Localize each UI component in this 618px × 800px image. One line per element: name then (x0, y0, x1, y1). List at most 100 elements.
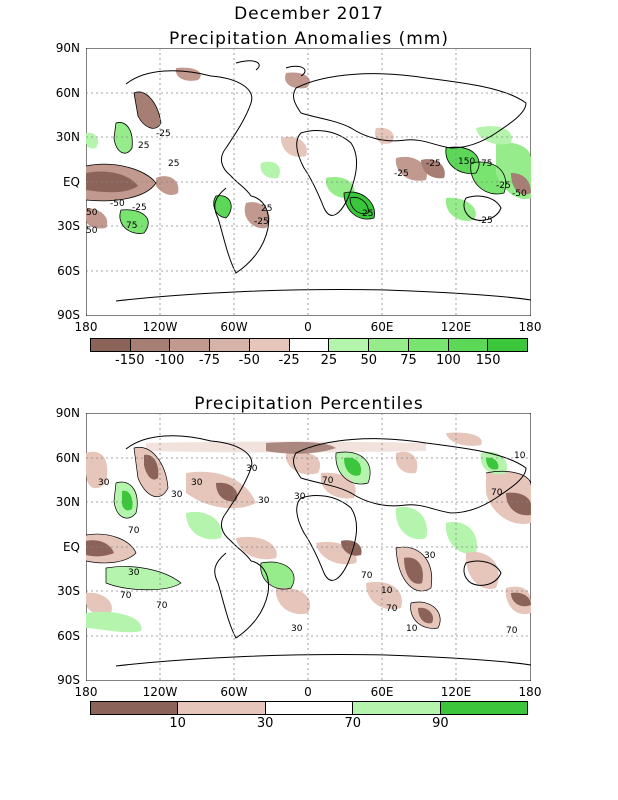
lat-label: 30S (57, 584, 80, 598)
contour-label: 10 (381, 586, 393, 596)
figure-title: December 2017 (234, 4, 384, 24)
colorbar-label: 25 (320, 353, 338, 368)
colorbar-swatch (353, 702, 441, 714)
contour-label: 30 (128, 568, 140, 578)
contour-label: 25 (261, 204, 272, 214)
lon-label: 60E (370, 320, 394, 334)
map2-title: Precipitation Percentiles (194, 394, 424, 414)
map1-title: Precipitation Anomalies (mm) (169, 29, 449, 49)
contour-label: 70 (120, 591, 132, 601)
contour-label: 70 (491, 488, 503, 498)
lon-label: 60E (370, 685, 394, 699)
lon-label: 120E (440, 320, 472, 334)
lat-label: 60S (57, 264, 80, 278)
graticule (86, 48, 531, 316)
contour-label: 30 (424, 551, 436, 561)
contour-label: -25 (426, 159, 441, 169)
coastlines (115, 435, 531, 667)
colorbar-swatch (91, 702, 179, 714)
percentile-colorbar (90, 701, 528, 715)
contour-label: 150 (458, 157, 475, 167)
contour-label: 30 (294, 492, 306, 502)
contour-label: -50 (512, 189, 527, 199)
lon-label: 60W (220, 685, 248, 699)
colorbar-swatch (91, 339, 131, 351)
lon-label: 180 (74, 685, 98, 699)
colorbar-label: 30 (256, 716, 274, 731)
anomaly-map: -25 25 25 -50 -25 50 75 -25 25 -25 -25 2… (86, 48, 531, 316)
colorbar-swatch (210, 339, 250, 351)
contour-label: -25 (478, 216, 493, 226)
contour-label: 30 (171, 490, 183, 500)
colorbar-label: -25 (278, 353, 300, 368)
lat-label: 30N (55, 495, 80, 509)
lat-label: 60N (55, 451, 80, 465)
map1-contour-labels: -25 25 25 -50 -25 50 75 -25 25 -25 -25 2… (86, 129, 527, 236)
contour-label: 70 (361, 571, 373, 581)
map2-contour-labels: 30 30 30 30 70 30 70 30 70 30 70 70 10 7… (98, 451, 526, 636)
contour-label: -25 (254, 217, 269, 227)
contour-label: 75 (481, 159, 492, 169)
lat-label: 90N (55, 406, 80, 420)
lon-label: 120W (142, 320, 178, 334)
contour-label: -25 (394, 169, 409, 179)
contour-label: 10 (514, 451, 526, 461)
percentile-shading (86, 432, 531, 633)
contour-label: 10 (406, 624, 418, 634)
colorbar-label: -100 (154, 353, 185, 368)
contour-label: 70 (386, 604, 398, 614)
colorbar-label: 10 (169, 716, 186, 731)
lon-label: 120W (142, 685, 178, 699)
lat-label: 90S (57, 673, 80, 687)
colorbar-swatch (130, 339, 171, 351)
colorbar-swatch (329, 339, 370, 351)
colorbar-swatch (265, 702, 354, 714)
lat-label: 60S (57, 629, 80, 643)
lon-label: 180 (74, 320, 98, 334)
contour-label: 50 (86, 208, 98, 218)
lon-label: 180 (518, 685, 542, 699)
contour-label: -50 (110, 199, 125, 209)
contour-label: -25 (156, 129, 171, 139)
colorbar-label: -150 (115, 353, 145, 368)
contour-label: 25 (138, 141, 149, 151)
lon-label: 0 (304, 685, 312, 699)
colorbar-swatch (369, 339, 409, 351)
lat-label: 30N (55, 130, 80, 144)
contour-label: 50 (86, 226, 98, 236)
percentile-map: 30 30 30 30 70 30 70 30 70 30 70 70 10 7… (86, 413, 531, 681)
contour-label: -25 (132, 203, 147, 213)
contour-label: 70 (128, 526, 140, 536)
colorbar-swatch (488, 339, 528, 351)
contour-label: 25 (168, 159, 179, 169)
colorbar-swatch (448, 339, 489, 351)
colorbar-label: 150 (475, 353, 501, 368)
lon-label: 120E (440, 685, 472, 699)
colorbar-label: 75 (400, 353, 417, 368)
contour-label: 25 (362, 209, 373, 219)
lat-label: 90S (57, 308, 80, 322)
anomaly-colorbar (90, 338, 528, 352)
colorbar-label: 50 (360, 353, 377, 368)
lat-label: 90N (55, 41, 80, 55)
contour-label: 30 (246, 464, 258, 474)
colorbar-label: -50 (238, 353, 260, 368)
colorbar-label: 100 (435, 353, 461, 368)
contour-label: 70 (506, 626, 518, 636)
contour-lines (86, 91, 506, 234)
lat-label: 60N (55, 86, 80, 100)
colorbar-label: -75 (198, 353, 221, 368)
contour-label: 70 (322, 476, 334, 486)
contour-label: 75 (126, 221, 137, 231)
coastlines (115, 60, 531, 302)
colorbar-swatch (440, 702, 528, 714)
colorbar-swatch (289, 339, 330, 351)
contour-label: 30 (98, 478, 110, 488)
lon-label: 60W (220, 320, 248, 334)
colorbar-swatch (249, 339, 290, 351)
colorbar-swatch (170, 339, 211, 351)
lat-label: EQ (62, 540, 80, 554)
contour-label: -25 (496, 181, 511, 191)
contour-label: 30 (291, 624, 303, 634)
colorbar-label: 70 (344, 716, 362, 731)
